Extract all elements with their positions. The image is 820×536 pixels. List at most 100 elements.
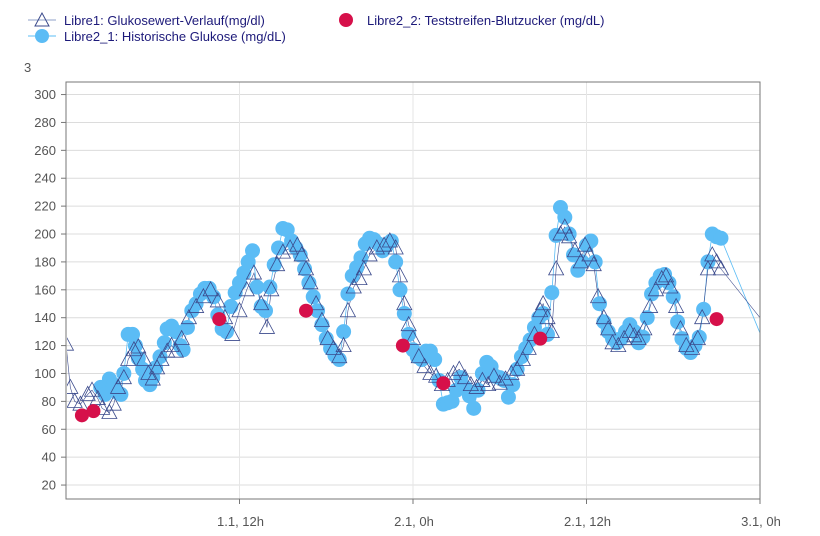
y-tick-label: 20 [42,478,56,493]
libre1-point [144,370,161,386]
axis-unit-label: 3 [24,60,31,75]
legend-item-libre2-2[interactable]: Libre2_2: Teststreifen-Blutzucker (mg/dL… [339,13,604,28]
libre2-1-point [266,257,282,273]
y-tick-label: 60 [42,422,56,437]
libre2-2-point [299,303,314,318]
x-tick-label: 2.1, 0h [394,514,434,529]
libre1-point [125,340,143,357]
libre1-point [589,287,607,304]
libre1-point [105,395,122,411]
y-tick-label: 100 [34,366,56,381]
libre1-point [180,308,198,325]
libre1-point [704,246,721,262]
y-tick-label: 300 [34,87,56,102]
libre1-point [274,243,292,259]
circle-marker-icon [35,29,49,43]
libre1-point [600,320,617,336]
libre1-point [708,253,725,269]
libre1-point [445,364,462,380]
libre2-2-point [74,408,89,423]
libre2-1-point [262,279,278,295]
x-tick-label: 1.1, 12h [217,514,264,529]
libre1-point [581,246,598,262]
libre1-point [560,227,578,244]
libre2-1-point [700,254,716,270]
libre2-1-point [557,209,573,225]
libre2-1-point [314,317,330,333]
libre1-point [253,294,270,311]
libre2-1-point [696,301,712,317]
libre2-1-point [544,285,560,301]
libre1-point [456,368,474,385]
libre1-point [135,350,153,366]
libre2-2-point [709,312,724,327]
libre1-point [187,297,205,313]
libre1-point [485,367,503,383]
libre1-point [167,342,185,358]
y-tick-label: 80 [42,394,56,409]
legend: Libre1: Glukosewert-Verlauf(mg/dl) Libre… [28,11,604,44]
libre2-1-point [271,240,287,256]
libre1-point [576,236,594,252]
libre1-point [410,347,427,364]
libre1-point [297,260,315,276]
legend-item-libre1[interactable]: Libre1: Glukosewert-Verlauf(mg/dl) [28,11,265,28]
y-tick-label: 280 [34,115,56,130]
libre1-point [657,267,675,283]
libre1-point [539,308,556,325]
y-tick-label: 180 [34,254,56,269]
libre2-1-point [665,289,681,305]
libre2-1-point [205,289,221,305]
legend-item-libre2-1[interactable]: Libre2_1: Historische Glukose (mg/dL) [28,29,286,44]
libre1-point [351,269,368,286]
libre2-1-point [583,233,599,249]
libre1-point [693,308,711,325]
libre1-point [375,236,393,252]
libre2-1-point [388,254,404,270]
libre1-point [268,255,286,272]
libre1-point [514,350,532,366]
libre1-point [543,322,560,339]
libre2-1-point [548,227,564,243]
libre1-point [302,273,319,290]
libre1-point [153,350,170,366]
libre2-1-point [353,250,369,266]
libre1-point [508,360,526,376]
libre1-point [67,378,79,394]
libre1-point [258,318,276,334]
libre2-1-point [639,310,655,326]
legend-label-libre2-2: Libre2_2: Teststreifen-Blutzucker (mg/dL… [367,13,604,28]
y-tick-label: 200 [34,227,56,242]
libre1-point [653,269,670,286]
libre1-point [83,381,101,397]
libre2-1-point [97,386,113,402]
libre1-point [263,280,280,297]
libre2-1-point [245,243,261,259]
libre1-point [396,294,413,311]
libre1-point [115,368,133,385]
libre2-1-point [223,299,239,315]
libre2-1-point [218,324,234,340]
y-tick-label: 220 [34,199,56,214]
libre1-point [159,342,176,358]
libre2-1-point [670,314,686,330]
legend-label-libre1: Libre1: Glukosewert-Verlauf(mg/dl) [64,13,265,28]
libre1-point [331,347,348,364]
libre1-point [480,375,497,392]
y-tick-label: 160 [34,282,56,297]
libre1-point [491,374,508,390]
libre2-1-point [336,324,352,340]
libre1-point [503,364,520,380]
libre2-1-point [113,386,129,402]
libre1-point [497,370,514,386]
libre1-point [368,239,386,255]
libre1-point [231,301,248,318]
x-tick-label: 2.1, 12h [564,514,611,529]
libre1-point [621,322,639,339]
libre1-point [148,359,166,375]
libre1-point [173,329,190,346]
libre1-point [345,278,362,294]
y-tick-label: 140 [34,310,56,325]
y-tick-label: 240 [34,171,56,186]
libre2-1-point [661,275,677,291]
